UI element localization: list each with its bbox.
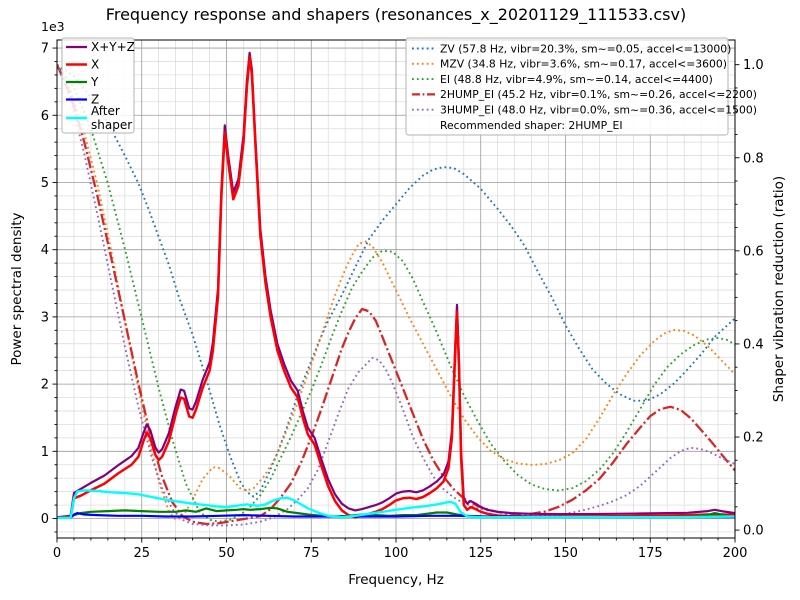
legend-label: 2HUMP_EI (45.2 Hz, vibr=0.1%, sm~=0.26, … [440,88,757,101]
x-tick-label: 25 [133,546,150,561]
y-axis-left-label: Power spectral density [9,212,25,366]
y-right-tick-label: 0.0 [743,524,764,539]
shaper-curve-3hump-ei [57,64,735,527]
y-right-tick-label: 1.0 [743,58,764,73]
recommended-shaper-note: Recommended shaper: 2HUMP_EI [440,119,623,132]
shaper-legend: ZV (57.8 Hz, vibr=20.3%, sm~=0.05, accel… [405,37,757,136]
x-tick-label: 50 [218,546,235,561]
y-left-tick-label: 6 [41,109,49,124]
legend-label: Y [90,75,99,89]
curves [57,51,735,527]
grid-minor [57,40,735,538]
y-axis-right-label: Shaper vibration reduction (ratio) [771,175,787,403]
legend-label: EI (48.8 Hz, vibr=4.9%, sm~=0.14, accel<… [440,73,713,86]
y-left-tick-label: 3 [41,310,49,325]
y-axis-offset-label: 1e3 [41,19,65,34]
legend-label: ZV (57.8 Hz, vibr=20.3%, sm~=0.05, accel… [440,42,731,55]
legend-item-z: Z [66,93,99,107]
y-right-tick-label: 0.8 [743,151,764,166]
legend-item-2hump-ei: 2HUMP_EI (45.2 Hz, vibr=0.1%, sm~=0.26, … [412,88,757,101]
y-right-tick-label: 0.4 [743,337,764,352]
y-left-tick-label: 4 [41,243,49,258]
x-tick-label: 200 [723,546,748,561]
legend-label: shaper [91,118,132,132]
y-left-tick-label: 2 [41,378,49,393]
legend-label: After [91,104,120,118]
psd-curve-x [57,55,735,520]
x-tick-label: 150 [553,546,578,561]
legend-item-x: X [66,58,99,72]
x-tick-label: 75 [303,546,320,561]
psd-curve-x-y-z [57,51,735,519]
legend-item-ei: EI (48.8 Hz, vibr=4.9%, sm~=0.14, accel<… [412,73,713,86]
shaper-curve-zv [57,63,735,498]
y-left-tick-label: 0 [41,512,49,527]
x-tick-label: 0 [53,546,61,561]
x-tick-label: 100 [384,546,409,561]
legend-item-y: Y [66,75,99,89]
y-right-tick-label: 0.2 [743,431,764,446]
y-left-tick-label: 7 [41,42,49,57]
legend-item-3hump-ei: 3HUMP_EI (48.0 Hz, vibr=0.0%, sm~=0.36, … [412,104,757,117]
legend-item-x-y-z: X+Y+Z [66,40,135,54]
ticks: 0 25 50 75 100 125 150 175 200 0 1 2 3 4 5 6 7 0.0 0.2 0.4 0… [41,42,764,561]
y-left-tick-label: 5 [41,176,49,191]
x-tick-label: 125 [468,546,493,561]
legend-item-zv: ZV (57.8 Hz, vibr=20.3%, sm~=0.05, accel… [412,42,731,55]
legend-label: X+Y+Z [91,40,135,54]
legend-label: 3HUMP_EI (48.0 Hz, vibr=0.0%, sm~=0.36, … [440,104,757,117]
x-tick-label: 175 [638,546,663,561]
legend-item-mzv: MZV (34.8 Hz, vibr=3.6%, sm~=0.17, accel… [412,58,727,71]
chart-title: Frequency response and shapers (resonanc… [105,5,687,24]
legend-label: MZV (34.8 Hz, vibr=3.6%, sm~=0.17, accel… [440,58,727,71]
legend-label: Z [91,93,99,107]
legend-label: X [91,58,99,72]
psd-curve-after-shaper [57,489,735,519]
y-left-tick-label: 1 [41,445,49,460]
y-right-tick-label: 0.6 [743,244,764,259]
x-axis-label: Frequency, Hz [348,572,444,588]
